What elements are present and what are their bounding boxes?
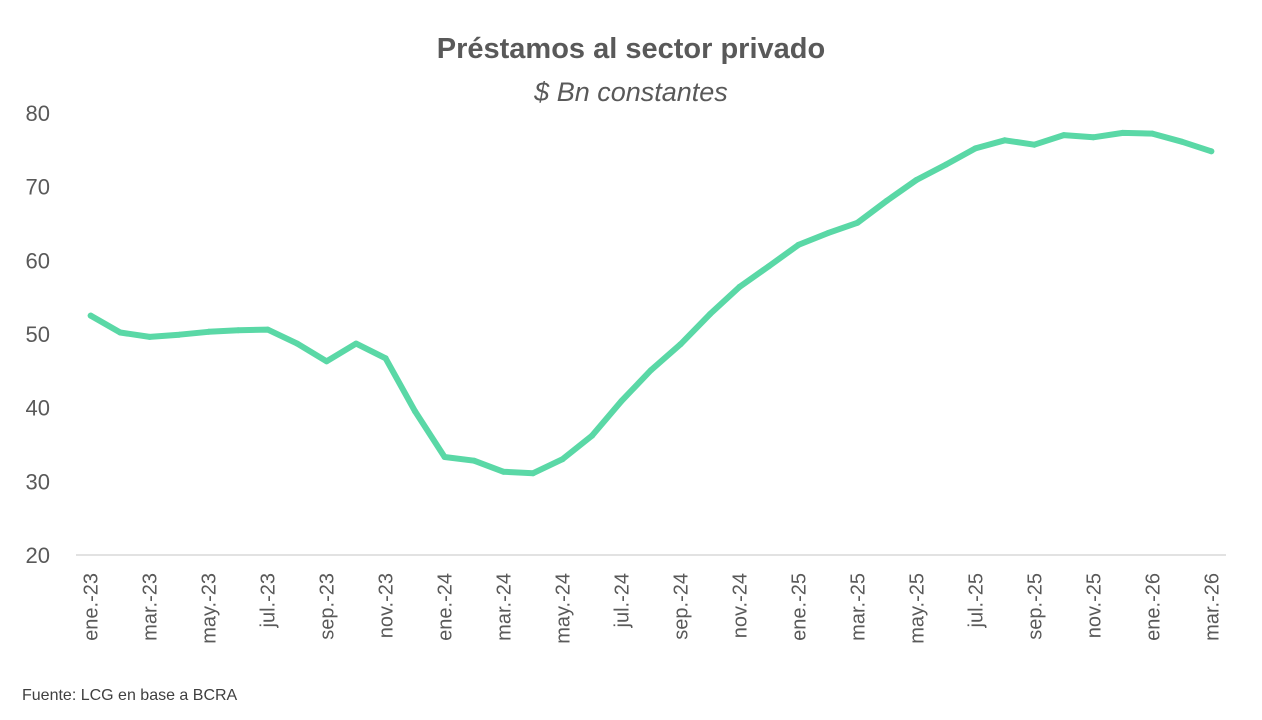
data-point bbox=[500, 468, 507, 475]
x-tick-label: sep.-25 bbox=[1024, 573, 1046, 640]
x-tick-label: sep.-24 bbox=[670, 573, 692, 640]
data-point bbox=[648, 367, 654, 374]
data-point bbox=[765, 263, 772, 270]
y-axis: 20 30 40 50 60 70 80 bbox=[26, 101, 50, 568]
data-point bbox=[294, 340, 301, 347]
data-point bbox=[235, 327, 242, 334]
x-tick-label: ene.-24 bbox=[435, 573, 457, 641]
data-point bbox=[353, 340, 360, 347]
x-tick-label: nov.-25 bbox=[1083, 573, 1105, 638]
x-axis: ene.-23 mar.-23 may.-23 jul.-23 sep.-23 nov.-… bbox=[81, 573, 1224, 644]
data-point bbox=[1001, 137, 1008, 144]
data-point bbox=[1178, 138, 1185, 145]
x-tick-label: sep.-23 bbox=[317, 573, 339, 640]
data-point bbox=[412, 408, 419, 415]
x-tick-label: jul.-25 bbox=[965, 573, 987, 628]
data-point bbox=[942, 161, 949, 168]
data-point bbox=[323, 358, 330, 365]
x-tick-label: may.-24 bbox=[553, 573, 575, 644]
x-tick-label: ene.-26 bbox=[1142, 573, 1164, 641]
data-point bbox=[1090, 134, 1097, 141]
data-point bbox=[471, 457, 478, 464]
series-layer bbox=[87, 129, 1215, 477]
data-point bbox=[1149, 130, 1156, 137]
x-tick-label: may.-23 bbox=[199, 573, 221, 644]
data-point bbox=[883, 197, 890, 204]
data-point bbox=[972, 145, 979, 152]
data-point bbox=[264, 326, 271, 333]
x-tick-label: ene.-25 bbox=[788, 573, 810, 641]
data-point bbox=[707, 311, 713, 318]
data-point bbox=[559, 456, 566, 463]
data-point bbox=[854, 219, 861, 226]
x-tick-label: nov.-24 bbox=[729, 573, 751, 638]
x-tick-label: nov.-23 bbox=[376, 573, 398, 638]
data-point bbox=[824, 230, 831, 237]
x-tick-label: jul.-24 bbox=[612, 573, 634, 628]
data-point bbox=[176, 331, 183, 338]
data-point bbox=[117, 329, 124, 336]
data-point bbox=[530, 470, 537, 477]
chart-subtitle: $ Bn constantes bbox=[533, 77, 728, 107]
data-point bbox=[382, 355, 389, 362]
data-point bbox=[87, 312, 94, 319]
data-point bbox=[441, 454, 448, 460]
chart-title: Préstamos al sector privado bbox=[437, 33, 825, 65]
source-note: Fuente: LCG en base a BCRA bbox=[22, 687, 238, 704]
data-point bbox=[1119, 129, 1126, 136]
data-point bbox=[677, 341, 684, 348]
x-tick-label: mar.-24 bbox=[494, 573, 516, 641]
y-tick-label: 50 bbox=[26, 322, 50, 347]
data-point bbox=[736, 283, 743, 290]
data-point bbox=[1031, 141, 1038, 148]
data-point bbox=[1208, 148, 1215, 155]
y-tick-label: 20 bbox=[26, 543, 50, 568]
data-point bbox=[146, 333, 153, 340]
y-tick-label: 80 bbox=[26, 101, 50, 126]
x-tick-label: jul.-23 bbox=[258, 573, 280, 628]
data-point bbox=[1060, 132, 1067, 139]
x-tick-label: mar.-26 bbox=[1201, 573, 1223, 641]
data-point bbox=[589, 432, 595, 439]
y-tick-label: 60 bbox=[26, 248, 50, 273]
x-tick-label: mar.-23 bbox=[140, 573, 162, 641]
y-tick-label: 70 bbox=[26, 175, 50, 200]
data-point bbox=[618, 398, 625, 404]
x-tick-label: ene.-23 bbox=[81, 573, 103, 641]
data-point bbox=[205, 328, 212, 335]
series-line bbox=[87, 129, 1215, 477]
data-point bbox=[795, 241, 802, 248]
x-tick-label: may.-25 bbox=[906, 573, 928, 644]
y-tick-label: 30 bbox=[26, 469, 50, 494]
data-point bbox=[913, 177, 920, 183]
x-tick-label: mar.-25 bbox=[847, 573, 869, 641]
y-tick-label: 40 bbox=[26, 396, 50, 421]
